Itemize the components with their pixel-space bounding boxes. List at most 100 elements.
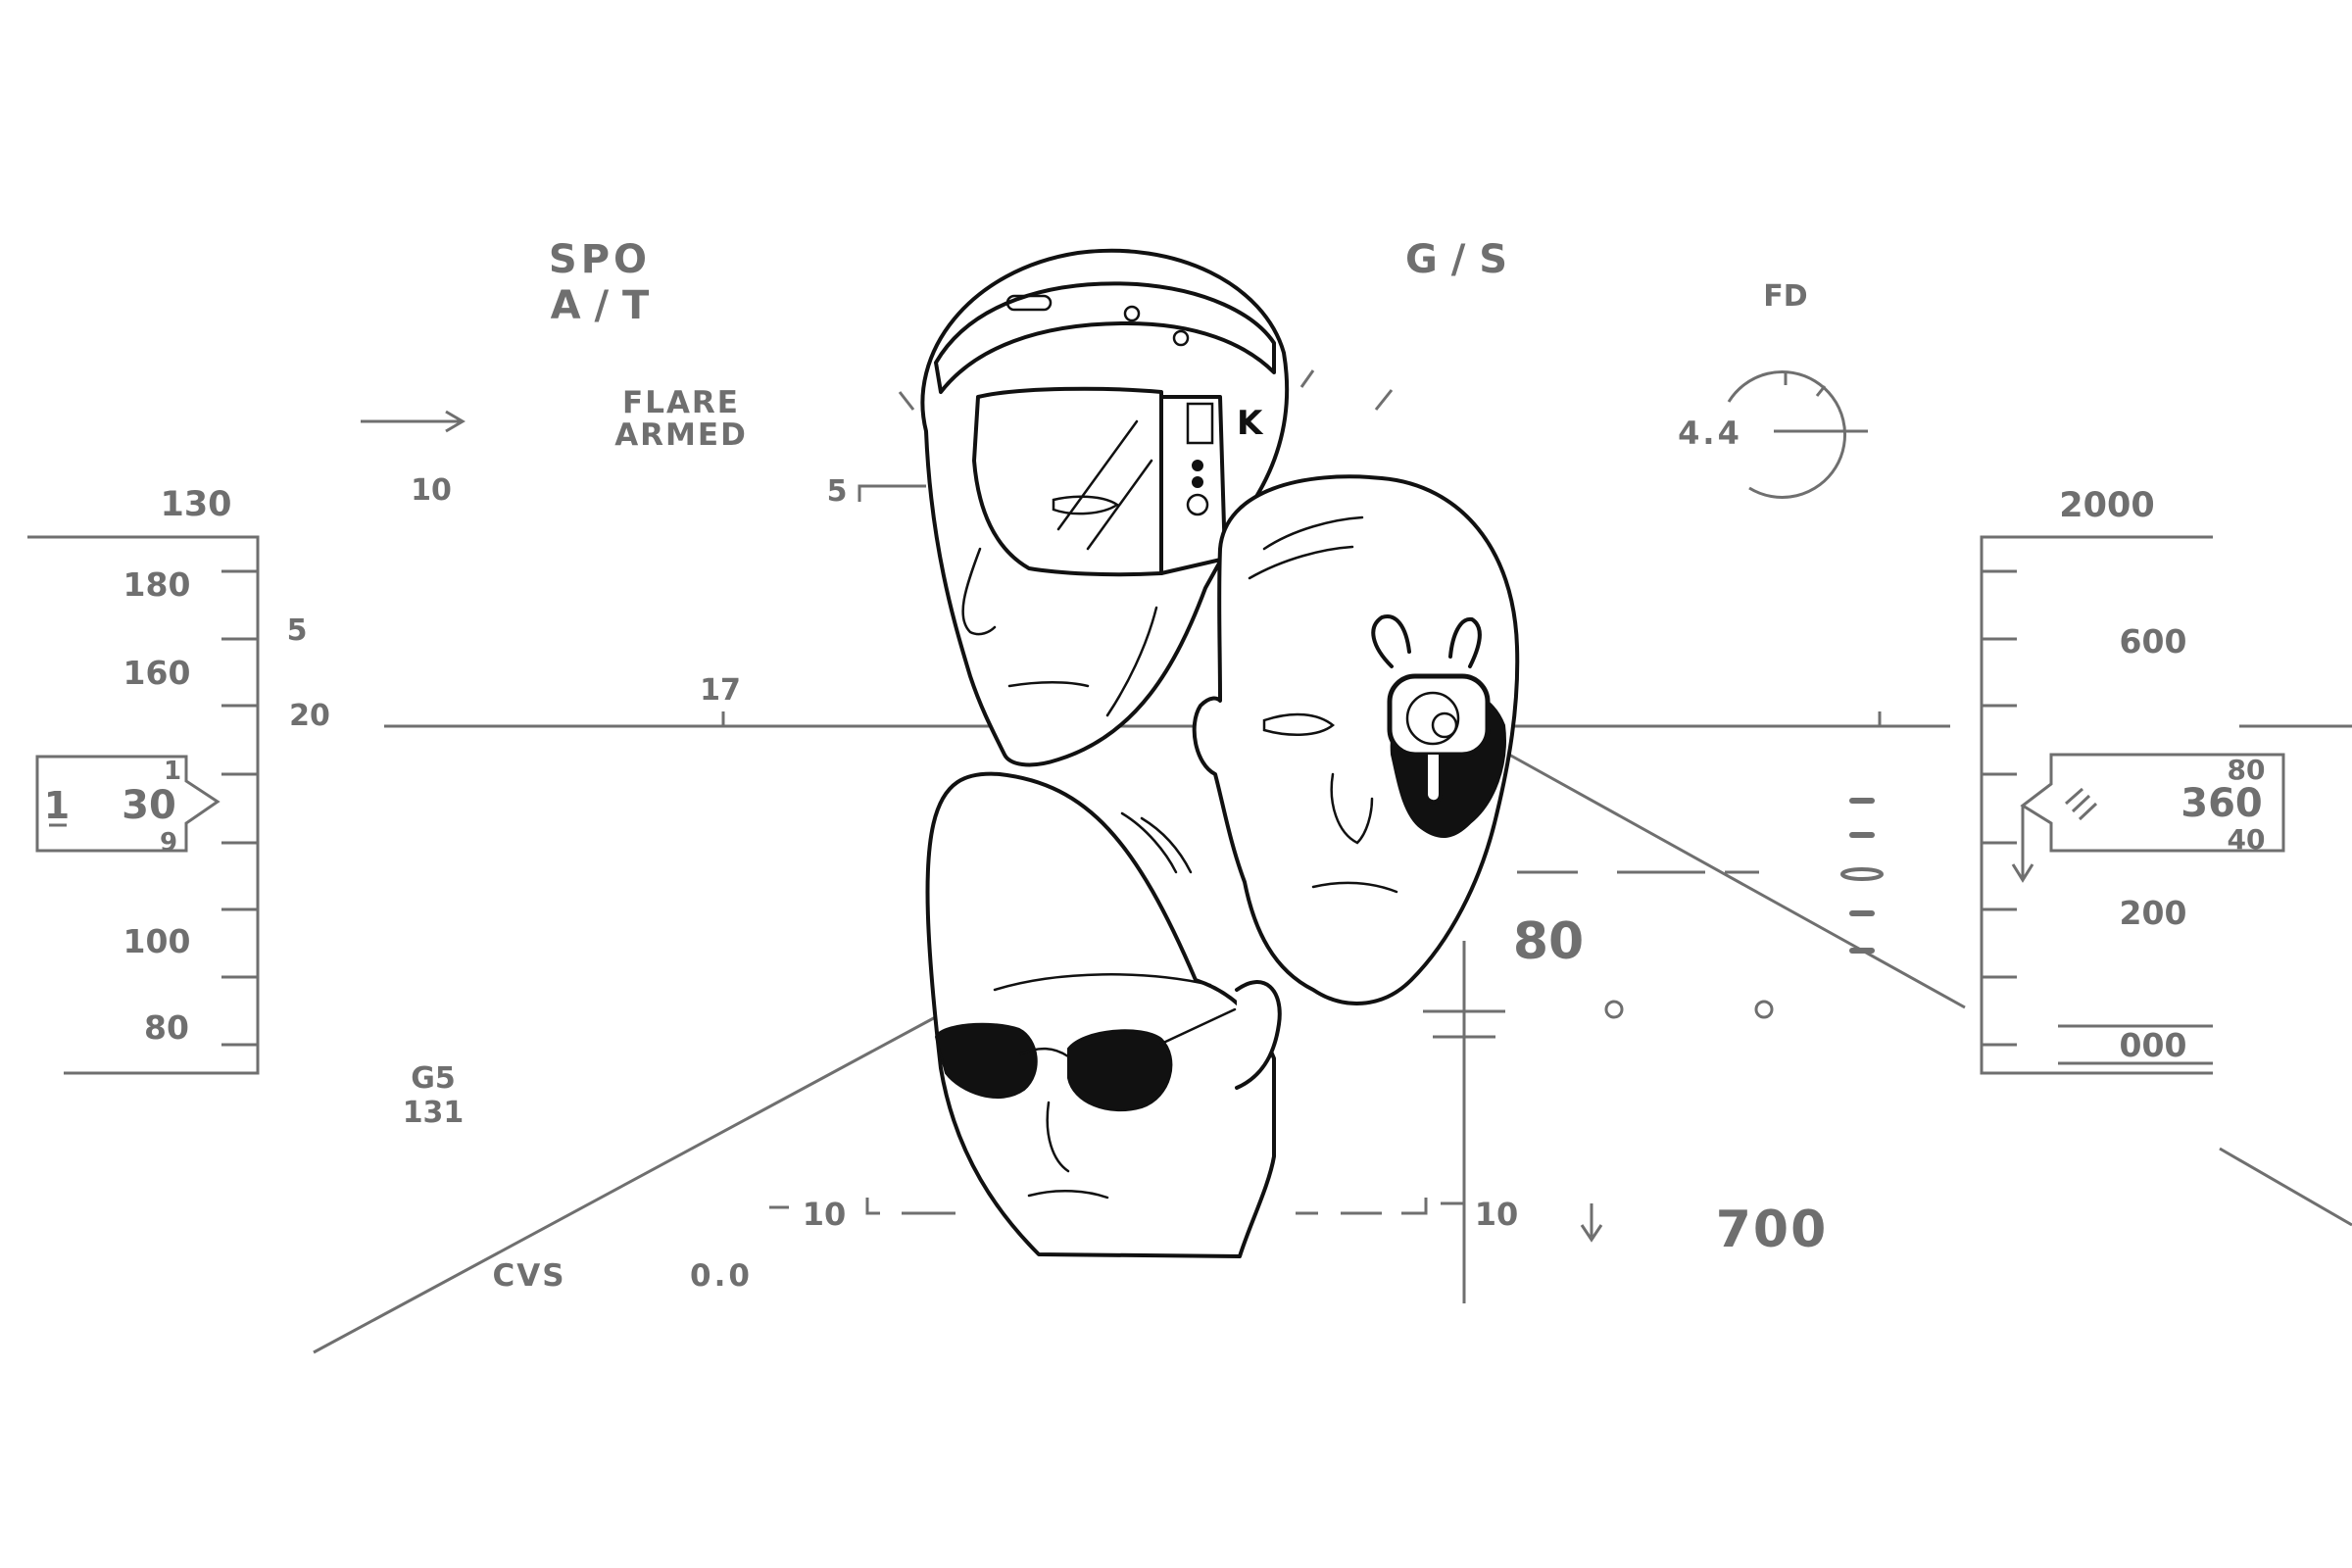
speed-tape (27, 535, 260, 1075)
sunglasses-head (925, 771, 1282, 1258)
helmet-nose (961, 547, 997, 636)
cyborg-mouth (1311, 881, 1398, 894)
mode-spo-label: SPO (549, 237, 651, 282)
pitch-neg10-left-label: 10 (803, 1196, 847, 1233)
speed-side-20: 20 (289, 699, 330, 733)
roll-tick-left (898, 391, 915, 411)
speed-box-left-digit: 1 (44, 784, 70, 827)
bottom-value-700: 700 (1716, 1200, 1829, 1259)
sunglasses-mouth (1027, 1189, 1109, 1200)
roll-tick-right-2 (1374, 389, 1394, 411)
sunglasses-arm (1159, 1007, 1237, 1046)
visor-module-dot-2 (1192, 476, 1203, 488)
track-arrow-head (445, 410, 466, 433)
fd-label: FD (1763, 279, 1807, 314)
g-meter-arc (1727, 369, 1847, 499)
speed-box-value: 30 (122, 783, 176, 828)
altitude-box-hatch (2065, 787, 2098, 821)
cyborg-head-outline (1192, 474, 1520, 1005)
altitude-box-value: 360 (2180, 781, 2263, 826)
runway-edge-right (1508, 753, 1966, 1009)
flare-label: FLARE (622, 385, 740, 420)
altitude-box-top: 80 (2228, 754, 2266, 786)
sunglasses-forehead-line (993, 973, 1212, 992)
altitude-tape-frame (1980, 535, 2213, 1075)
cyborg-scalp-line-2 (1248, 545, 1354, 580)
runway-edge-far-right (2219, 1147, 2352, 1227)
g-meter-tick-2 (1815, 385, 1827, 397)
speed-readout-box (35, 755, 220, 853)
cyborg-nose (1330, 772, 1374, 845)
armed-label: ARMED (614, 417, 748, 453)
helmet-band-rivet-2 (1172, 329, 1190, 347)
g-value-label: 4.4 (1678, 415, 1742, 452)
cyborg-antenna-right (1448, 616, 1482, 668)
marker-circle-left (1604, 1000, 1624, 1019)
cyborg-eyepiece-lens-inner (1431, 711, 1458, 739)
groundspeed-label: G5 (411, 1061, 456, 1096)
visor-letter-k: K (1237, 404, 1264, 443)
altitude-top-label: 2000 (2059, 486, 2154, 525)
visor-module-dial (1186, 493, 1209, 516)
pitch-neg10-right-label: 10 (1475, 1196, 1519, 1233)
helmet-band-rivet-1 (1123, 305, 1141, 322)
sunglasses-head-outline (925, 771, 1276, 1258)
speed-top-label: 130 (160, 485, 231, 524)
altitude-readout-box (2020, 753, 2285, 853)
hud-labels: SPO A / T G / S FD FLARE ARMED 10 5 17 1… (44, 237, 2266, 1294)
helmet-band-slot (1005, 294, 1053, 312)
vs-arrow-head (2011, 863, 2034, 883)
sunglasses-head-ear (1235, 980, 1282, 1090)
mode-at-label: A / T (551, 283, 650, 328)
sunglasses-head-shade-2 (1140, 816, 1193, 874)
cyborg-eyepiece-lens-outer (1405, 691, 1460, 746)
cyborg-scalp-line-1 (1262, 515, 1364, 551)
speed-side-5: 5 (287, 613, 308, 648)
alt-tick-600: 600 (2120, 622, 2187, 661)
sunglasses-nose (1046, 1101, 1070, 1173)
marker-circle-right (1754, 1000, 1774, 1019)
visor-module-dot-1 (1192, 460, 1203, 471)
sunglasses-head-shade-1 (1120, 811, 1178, 874)
speed-tape-frame (27, 535, 260, 1075)
altitude-tape (1980, 535, 2285, 1075)
pitch-10-label: 10 (411, 473, 452, 508)
roll-tick-right-1 (1299, 369, 1315, 388)
speed-box-top-digit: 1 (164, 757, 181, 786)
alt-tick-200: 200 (2120, 894, 2187, 932)
altitude-box-bottom: 40 (2228, 823, 2266, 856)
pitch-neg10-right-bracket (1296, 1198, 1464, 1215)
visor-glare (1056, 419, 1153, 551)
groundspeed-value: 131 (403, 1096, 465, 1130)
sunglasses-lens-left (934, 1022, 1038, 1100)
pitch-5-label: 5 (827, 474, 848, 509)
vertical-speed-80: 80 (1513, 912, 1584, 971)
heading-17-label: 17 (700, 673, 741, 708)
visor-module-screen (1186, 402, 1214, 445)
cyborg-antenna-left (1371, 614, 1411, 668)
hud-linework (27, 369, 2352, 1354)
cyborg-eye (1262, 712, 1336, 736)
cvs-value: 0.0 (690, 1258, 753, 1294)
helmet-visor (972, 386, 1163, 577)
speed-tick-160: 160 (123, 654, 191, 692)
helmet-eye (1052, 495, 1120, 515)
fd-oval (1840, 867, 1884, 881)
speed-box-bottom-digit: 9 (160, 828, 177, 858)
sunglasses-lens-right (1067, 1029, 1173, 1112)
sunglasses-bridge (1019, 1047, 1070, 1058)
speed-tick-100: 100 (123, 922, 191, 960)
helmet-visor-head: K (920, 248, 1290, 767)
alt-tick-000: 000 (2120, 1026, 2187, 1064)
helmet-mouth (1007, 681, 1090, 688)
sink-arrow-head (1580, 1224, 1603, 1243)
cvs-label: CVS (492, 1258, 565, 1294)
mode-gs-label: G / S (1405, 237, 1507, 282)
heads-illustration: K (920, 248, 1520, 1258)
speed-tick-180: 180 (123, 565, 191, 604)
runway-edge-left (313, 1012, 942, 1354)
cyborg-eyepiece-stem (1424, 753, 1443, 805)
pitch-neg10-left-bracket (769, 1198, 956, 1215)
cyborg-eyepiece-head (1192, 474, 1520, 1005)
speed-tick-80: 80 (144, 1008, 189, 1047)
